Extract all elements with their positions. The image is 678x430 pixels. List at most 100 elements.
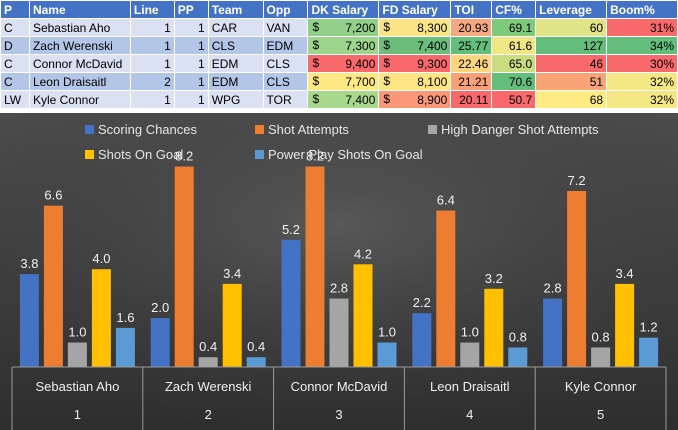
data-label: 1.0 <box>378 325 396 340</box>
data-label: 8.2 <box>306 149 324 164</box>
legend-label: Shot Attempts <box>268 122 349 137</box>
table-row: D Zach Werenski 1 1 CLS EDM $7,300 $7,400 25.77 6… <box>0 36 678 55</box>
bar <box>67 342 87 367</box>
legend-swatch <box>85 125 94 134</box>
bar <box>198 357 218 367</box>
legend-label: Power Play Shots On Goal <box>268 147 423 162</box>
cell-fd-salary: $8,100 <box>378 72 452 91</box>
x-tick-label-name: Kyle Connor <box>565 379 637 394</box>
salary-amount: 7,200 <box>345 20 376 35</box>
col-header-team: Team <box>207 0 264 19</box>
cell-leverage: 51 <box>535 72 608 91</box>
salary-amount: 7,300 <box>345 38 376 53</box>
cell-leverage: 46 <box>535 54 608 73</box>
legend-label: Shots On Goal <box>98 147 183 162</box>
cell-cf-pct: 50.7 <box>491 90 537 109</box>
bar-chart: Scoring Chances Shot Attempts High Danger … <box>0 113 678 430</box>
bar <box>377 342 397 367</box>
cell-boom-pct: 34% <box>606 36 678 55</box>
bar <box>150 318 170 367</box>
bar <box>305 166 325 367</box>
bar <box>281 239 301 367</box>
col-header-line: Line <box>129 0 175 19</box>
data-label: 3.4 <box>223 266 241 281</box>
table-row: C Leon Draisaitl 2 1 EDM CLS $7,700 $8,100 21.21… <box>0 72 678 91</box>
data-label: 4.0 <box>92 251 110 266</box>
cell-boom-pct: 32% <box>606 90 678 109</box>
cell-fd-salary: $7,400 <box>378 36 452 55</box>
currency-symbol: $ <box>383 20 391 34</box>
col-header-leverage: Leverage <box>535 0 608 19</box>
bar <box>353 264 373 367</box>
bar-chart-container: Scoring Chances Shot Attempts High Danger … <box>0 113 678 430</box>
cell-name: Connor McDavid <box>28 54 131 73</box>
cell-fd-salary: $9,300 <box>378 54 452 73</box>
data-label: 2.2 <box>413 295 431 310</box>
salary-amount: 8,300 <box>417 20 448 35</box>
currency-symbol: $ <box>312 74 320 88</box>
bar <box>615 283 635 367</box>
player-table-container: P Name Line PP Team Opp DK Salary FD Sal… <box>0 0 678 113</box>
salary-amount: 9,300 <box>417 56 448 71</box>
salary-amount: 8,100 <box>417 74 448 89</box>
col-header-boom-pct: Boom% <box>606 0 678 19</box>
x-tick-label-name: Leon Draisaitl <box>430 379 510 394</box>
currency-symbol: $ <box>383 56 391 70</box>
cell-toi: 20.11 <box>450 90 493 109</box>
currency-symbol: $ <box>312 20 320 34</box>
table-row: C Sebastian Aho 1 1 CAR VAN $7,200 $8,300 20.93 6… <box>0 18 678 37</box>
cell-line: 1 <box>129 18 175 37</box>
bar <box>91 269 111 367</box>
cell-dk-salary: $9,400 <box>307 54 380 73</box>
cell-team: EDM <box>207 72 264 91</box>
salary-amount: 9,400 <box>345 56 376 71</box>
cell-opp: TOR <box>262 90 309 109</box>
cell-dk-salary: $7,300 <box>307 36 380 55</box>
data-label: 0.4 <box>199 339 217 354</box>
cell-name: Sebastian Aho <box>28 18 131 37</box>
bar <box>567 191 587 367</box>
bar <box>329 298 349 367</box>
cell-fd-salary: $8,900 <box>378 90 452 109</box>
cell-position: C <box>0 72 30 91</box>
cell-team: CAR <box>207 18 264 37</box>
legend-swatch <box>85 150 94 159</box>
data-label: 2.0 <box>151 300 169 315</box>
cell-cf-pct: 69.1 <box>491 18 537 37</box>
legend-swatch <box>255 150 264 159</box>
currency-symbol: $ <box>383 38 391 52</box>
bar <box>591 347 611 367</box>
col-header-cf-pct: CF% <box>491 0 537 19</box>
legend-label: High Danger Shot Attempts <box>441 122 599 137</box>
cell-pp: 1 <box>173 72 209 91</box>
cell-leverage: 68 <box>535 90 608 109</box>
data-label: 3.8 <box>20 256 38 271</box>
cell-dk-salary: $7,400 <box>307 90 380 109</box>
cell-toi: 20.93 <box>450 18 493 37</box>
cell-dk-salary: $7,200 <box>307 18 380 37</box>
data-label: 3.4 <box>616 266 634 281</box>
cell-boom-pct: 30% <box>606 54 678 73</box>
data-label: 0.8 <box>509 329 527 344</box>
cell-line: 1 <box>129 90 175 109</box>
col-header-opp: Opp <box>262 0 309 19</box>
col-header-dk-salary: DK Salary <box>307 0 380 19</box>
x-tick-label-name: Zach Werenski <box>165 379 252 394</box>
cell-position: LW <box>0 90 30 109</box>
cell-toi: 22.46 <box>450 54 493 73</box>
salary-amount: 7,400 <box>345 92 376 107</box>
bar <box>508 347 528 367</box>
data-label: 3.2 <box>485 271 503 286</box>
data-label: 2.8 <box>544 281 562 296</box>
cell-line: 1 <box>129 36 175 55</box>
data-label: 1.0 <box>461 325 479 340</box>
x-tick-label-index: 4 <box>466 407 473 422</box>
bar <box>543 298 563 367</box>
bar <box>436 210 456 367</box>
x-tick-label-index: 3 <box>335 407 342 422</box>
data-label: 1.6 <box>116 310 134 325</box>
salary-amount: 7,700 <box>345 74 376 89</box>
data-label: 1.2 <box>640 320 658 335</box>
table-row: C Connor McDavid 1 1 EDM CLS $9,400 $9,300 22.46… <box>0 54 678 73</box>
cell-leverage: 127 <box>535 36 608 55</box>
